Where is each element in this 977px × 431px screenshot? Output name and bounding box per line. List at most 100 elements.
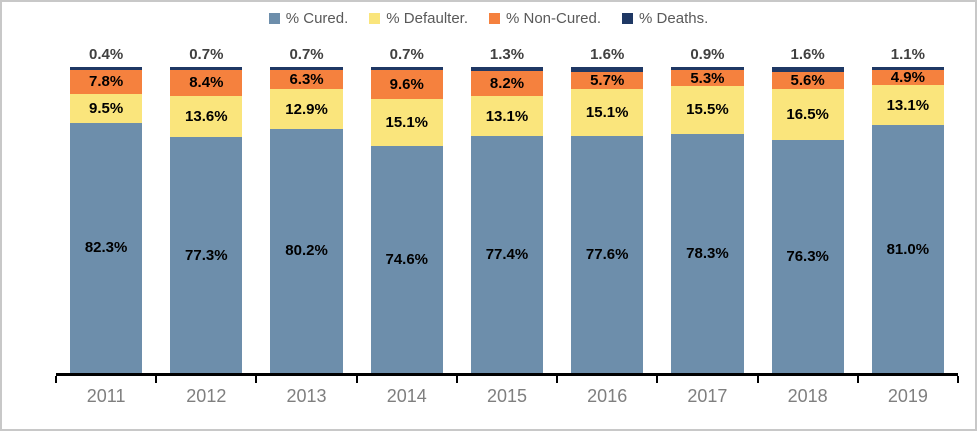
segment-non-cured[interactable]: 5.7% [571,71,644,90]
legend-item-cured[interactable]: % Cured. [268,11,348,26]
segment-defaulter[interactable]: 12.9% [270,89,343,129]
legend-label-non-cured: % Non-Cured. [506,9,602,27]
x-axis-ticks [55,376,959,383]
x-axis-tick [656,376,659,383]
segment-defaulter[interactable]: 13.1% [871,85,944,126]
segment-deaths[interactable] [70,67,143,70]
x-axis-tick [55,376,57,383]
segment-deaths[interactable] [671,67,744,70]
legend-item-deaths[interactable]: % Deaths. [622,11,708,26]
cured-value-label: 80.2% [285,242,328,260]
stacked-bar-2016[interactable]: 5.7% 15.1% 77.6% [571,67,644,373]
bar-group-2017: 0.9% 5.3% 15.5% 78.3% [657,43,757,373]
deaths-value-label: 0.7% [289,46,324,63]
bar-group-2016: 1.6% 5.7% 15.1% 77.6% [557,43,657,373]
deaths-value-label: 0.7% [189,46,224,63]
segment-cured[interactable]: 81.0% [871,125,944,373]
x-axis-tick [355,376,358,383]
deaths-value-label: 1.6% [590,46,625,63]
segment-deaths[interactable] [771,67,844,72]
x-axis-label-2012: 2012 [186,386,227,406]
segment-defaulter[interactable]: 15.5% [671,86,744,134]
segment-cured[interactable]: 76.3% [771,139,844,373]
segment-cured[interactable]: 77.6% [571,135,644,373]
cured-value-label: 78.3% [686,244,729,262]
segment-cured[interactable]: 80.2% [270,128,343,373]
deaths-value-label: 0.9% [690,46,725,63]
segment-non-cured[interactable]: 6.3% [270,70,343,90]
deaths-swatch-icon [622,12,634,24]
segment-defaulter[interactable]: 13.1% [470,96,544,137]
segment-non-cured[interactable]: 5.3% [671,69,744,87]
segment-cured[interactable]: 74.6% [370,145,443,373]
bars-container: 0.4% 7.8% 9.5% 82.3% 0.7% 8.4% 13.6% [56,43,958,373]
non-cured-value-label: 7.8% [89,73,124,91]
segment-cured[interactable]: 77.3% [170,137,243,373]
segment-deaths[interactable] [470,67,544,71]
bar-group-2013: 0.7% 6.3% 12.9% 80.2% [256,43,356,373]
stacked-bar-2019[interactable]: 4.9% 13.1% 81.0% [871,67,944,373]
stacked-bar-2011[interactable]: 7.8% 9.5% 82.3% [70,67,143,373]
segment-cured[interactable]: 77.4% [470,136,544,373]
defaulter-value-label: 15.1% [385,113,429,131]
segment-defaulter[interactable]: 13.6% [170,95,243,138]
bar-group-2019: 1.1% 4.9% 13.1% 81.0% [858,43,958,373]
segment-non-cured[interactable]: 8.4% [170,70,243,96]
non-cured-value-label: 6.3% [289,71,324,89]
x-axis-label-2014: 2014 [386,386,427,406]
x-axis-tick [455,376,458,383]
segment-deaths[interactable] [571,67,644,72]
deaths-value-label: 1.3% [489,46,525,63]
bar-group-2012: 0.7% 8.4% 13.6% 77.3% [156,43,256,373]
stacked-bar-2017[interactable]: 5.3% 15.5% 78.3% [671,67,744,373]
segment-deaths[interactable] [871,67,944,71]
non-cured-value-label: 4.9% [890,69,925,87]
segment-defaulter[interactable]: 16.5% [771,89,844,140]
segment-non-cured[interactable]: 5.6% [771,71,844,90]
deaths-value-label: 1.6% [790,46,825,63]
deaths-value-label: 0.4% [89,46,124,63]
segment-deaths[interactable] [370,67,443,70]
x-axis-tick [756,376,759,383]
legend-label-deaths: % Deaths. [639,9,709,27]
legend: % Cured. % Defaulter. % Non-Cured. % Dea… [2,9,975,27]
bar-group-2014: 0.7% 9.6% 15.1% 74.6% [357,43,457,373]
segment-cured[interactable]: 82.3% [70,122,143,373]
segment-deaths[interactable] [270,67,343,70]
x-axis-tick [957,376,959,383]
segment-defaulter[interactable]: 9.5% [70,93,143,123]
legend-item-non-cured[interactable]: % Non-Cured. [489,11,601,26]
non-cured-value-label: 5.3% [690,69,725,87]
cured-swatch-icon [268,12,280,24]
x-axis-label-2019: 2019 [887,386,928,406]
legend-label-defaulter: % Defaulter. [386,9,468,27]
defaulter-value-label: 13.6% [185,108,228,125]
segment-non-cured[interactable]: 9.6% [370,70,443,100]
segment-deaths[interactable] [170,67,243,70]
segment-cured[interactable]: 78.3% [671,133,744,373]
cured-value-label: 77.4% [485,246,529,264]
stacked-bar-2013[interactable]: 6.3% 12.9% 80.2% [270,67,343,373]
segment-non-cured[interactable]: 4.9% [871,69,944,87]
stacked-bar-2018[interactable]: 5.6% 16.5% 76.3% [771,67,844,373]
cured-value-label: 76.3% [786,247,829,265]
stacked-bar-2012[interactable]: 8.4% 13.6% 77.3% [170,67,243,373]
deaths-value-label: 0.7% [389,46,424,63]
x-axis-label-2011: 2011 [86,386,126,406]
defaulter-value-label: 13.1% [886,96,930,114]
stacked-bar-2014[interactable]: 9.6% 15.1% 74.6% [370,67,443,373]
defaulter-value-label: 15.1% [585,103,629,121]
bar-group-2015: 1.3% 8.2% 13.1% 77.4% [457,43,557,373]
plot-area: 0.4% 7.8% 9.5% 82.3% 0.7% 8.4% 13.6% [55,43,959,407]
segment-non-cured[interactable]: 7.8% [70,70,143,94]
x-axis-tick [255,376,258,383]
stacked-bar-2015[interactable]: 8.2% 13.1% 77.4% [470,67,544,373]
segment-defaulter[interactable]: 15.1% [571,89,644,136]
segment-non-cured[interactable]: 8.2% [470,70,544,97]
x-axis-label-2013: 2013 [286,386,327,406]
segment-defaulter[interactable]: 15.1% [370,99,443,146]
non-cured-value-label: 5.6% [790,71,825,89]
legend-item-defaulter[interactable]: % Defaulter. [369,11,468,26]
x-axis-tick [155,376,158,383]
